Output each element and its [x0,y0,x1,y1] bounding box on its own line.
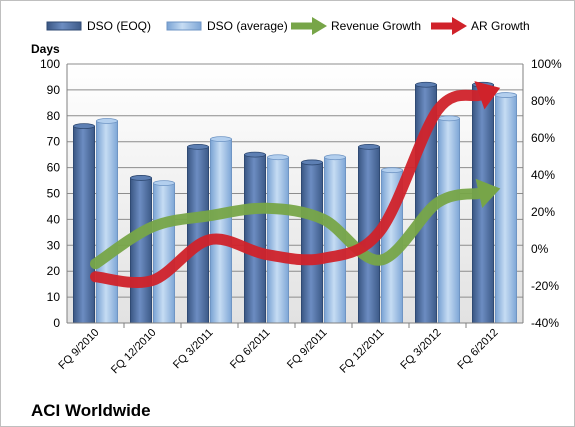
bar-top [130,175,152,181]
y2-tick-label: 20% [531,205,555,219]
bar [301,161,323,324]
bar-top [73,123,95,130]
y-tick-label: 100 [40,57,60,71]
legend-label: DSO (EOQ) [87,19,151,33]
x-tick-label: FQ 12/2010 [109,327,159,377]
bar-top [358,143,380,150]
bar-top [153,180,175,187]
growth-lines [90,81,501,289]
legend-arrow [452,17,467,35]
y2-tick-label: 80% [531,94,555,108]
y-tick-label: 50 [47,187,61,201]
legend-label: AR Growth [471,19,530,33]
y2-tick-label: 40% [531,168,555,182]
series-ar-growth [90,81,501,289]
bar-top [301,159,323,166]
legend-arrow [312,17,327,35]
bar-top [438,115,460,122]
legend-swatch [46,21,82,31]
bar [153,182,175,324]
y2-tick-label: -20% [531,279,559,293]
bar-top [210,136,232,143]
x-tick-label: FQ 9/2010 [56,327,101,372]
arrow-head [474,81,501,110]
bar-top [381,167,403,174]
bar-series [73,81,517,324]
y2-tick-label: 0% [531,242,549,256]
bar [73,125,95,324]
y-tick-label: 60 [47,161,61,175]
legend-swatch [166,21,202,31]
bar-top [96,118,118,124]
bar [438,117,460,324]
bar [187,146,209,324]
bar-top [495,92,517,98]
bar [495,94,517,324]
bar [244,154,266,324]
y2-tick-label: 60% [531,131,555,145]
bar [267,156,289,324]
trend-line [90,187,485,270]
trend-line [90,89,485,289]
y-tick-label: 0 [53,316,60,330]
y2-tick-label: 100% [531,57,562,71]
series-revenue-growth [90,178,501,270]
legend: DSO (EOQ) DSO (average) Revenue Growth AR G… [46,17,530,35]
legend-label: DSO (average) [207,19,288,33]
bar-top [187,143,209,150]
y-tick-label: 80 [47,109,61,123]
x-tick-label: FQ 3/2011 [171,327,216,372]
bar [130,177,152,324]
company-label: ACI Worldwide [31,401,151,420]
y-tick-label: 30 [47,238,61,252]
arrow-head [475,178,501,208]
x-tick-label: FQ 12/2011 [338,327,387,376]
x-tick-label: FQ 6/2011 [228,327,273,372]
y-tick-label: 10 [47,290,61,304]
bar-top [267,154,289,161]
bar [96,120,118,324]
y-tick-label: 70 [47,135,61,149]
y-tick-label: 90 [47,83,61,97]
legend-label: Revenue Growth [331,19,421,33]
x-tick-label: FQ 9/2011 [285,327,330,372]
bar [210,138,232,324]
y-axis-title: Days [31,42,60,56]
y2-tick-label: -40% [531,316,559,330]
bar-top [415,81,437,88]
y-tick-label: 40 [47,212,61,226]
bar-top [244,151,266,158]
bar-top [324,154,346,161]
x-tick-label: FQ 6/2012 [455,327,500,372]
y-tick-label: 20 [47,264,61,278]
x-tick-label: FQ 3/2012 [398,327,443,372]
